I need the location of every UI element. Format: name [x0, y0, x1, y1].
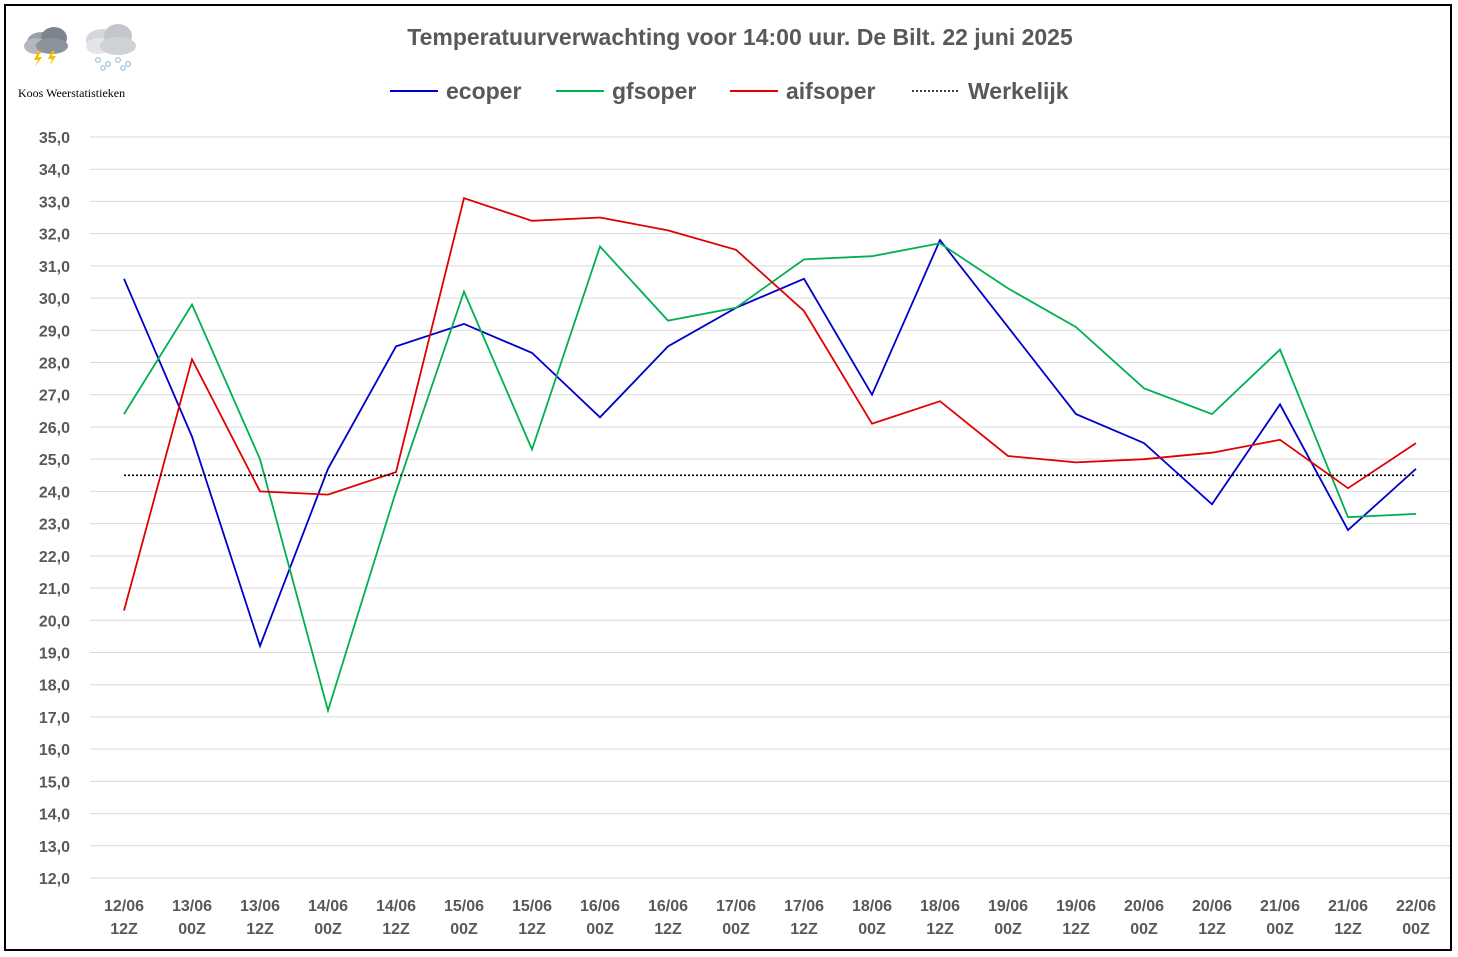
x-tick-run: 00Z	[450, 921, 478, 938]
legend: ecoper gfsoper aifsoper Werkelijk	[390, 78, 1069, 104]
x-tick-date: 12/06	[104, 898, 144, 915]
legend-label-werkelijk: Werkelijk	[968, 78, 1069, 104]
x-tick-run: 12Z	[1198, 921, 1226, 938]
x-tick-date: 13/06	[172, 898, 212, 915]
x-tick-run: 00Z	[1266, 921, 1294, 938]
gridlines	[90, 136, 1450, 879]
y-tick-label: 21,0	[39, 581, 70, 598]
x-tick-date: 16/06	[648, 898, 688, 915]
y-tick-label: 13,0	[39, 839, 70, 856]
x-tick-date: 18/06	[852, 898, 892, 915]
thunderstorm-cloud-icon	[24, 27, 68, 67]
x-tick-run: 00Z	[994, 921, 1022, 938]
logo-text: Koos Weerstatistieken	[18, 86, 126, 100]
logo: Koos Weerstatistieken	[18, 18, 158, 108]
x-tick-date: 20/06	[1192, 898, 1232, 915]
x-tick-run: 12Z	[382, 921, 410, 938]
x-tick-run: 00Z	[314, 921, 342, 938]
x-tick-run: 00Z	[858, 921, 886, 938]
y-tick-label: 35,0	[39, 130, 70, 147]
y-tick-label: 31,0	[39, 259, 70, 276]
y-tick-label: 19,0	[39, 645, 70, 662]
legend-label-gfsoper: gfsoper	[612, 78, 696, 104]
y-tick-label: 16,0	[39, 742, 70, 759]
chart-frame	[4, 4, 1452, 951]
y-tick-label: 32,0	[39, 227, 70, 244]
x-tick-date: 17/06	[716, 898, 756, 915]
x-tick-date: 18/06	[920, 898, 960, 915]
x-tick-run: 12Z	[1334, 921, 1362, 938]
y-axis-ticks: 12,0 13,0 14,0 15,0 16,0 17,0 18,0 19,0 20,0 21,0…	[39, 130, 70, 888]
y-tick-label: 17,0	[39, 710, 70, 727]
x-tick-date: 21/06	[1328, 898, 1368, 915]
x-tick-date: 17/06	[784, 898, 824, 915]
y-tick-label: 12,0	[39, 871, 70, 888]
x-tick-run: 12Z	[110, 921, 138, 938]
legend-label-aifsoper: aifsoper	[786, 78, 876, 104]
x-tick-run: 12Z	[246, 921, 274, 938]
x-tick-date: 15/06	[444, 898, 484, 915]
x-tick-date: 13/06	[240, 898, 280, 915]
x-tick-date: 19/06	[988, 898, 1028, 915]
x-tick-run: 12Z	[518, 921, 546, 938]
x-tick-run: 00Z	[1402, 921, 1430, 938]
y-tick-label: 26,0	[39, 420, 70, 437]
legend-label-ecoper: ecoper	[446, 78, 521, 104]
series-line-gfsoper	[123, 242, 1417, 714]
y-tick-label: 14,0	[39, 807, 70, 824]
x-tick-date: 20/06	[1124, 898, 1164, 915]
y-tick-label: 15,0	[39, 774, 70, 791]
y-tick-label: 29,0	[39, 323, 70, 340]
x-tick-date: 14/06	[376, 898, 416, 915]
x-tick-run: 00Z	[586, 921, 614, 938]
y-tick-label: 30,0	[39, 291, 70, 308]
x-tick-run: 00Z	[1130, 921, 1158, 938]
x-tick-run: 12Z	[1062, 921, 1090, 938]
series-lines	[123, 197, 1417, 714]
y-tick-label: 24,0	[39, 484, 70, 501]
x-tick-date: 19/06	[1056, 898, 1096, 915]
weather-icons	[24, 24, 136, 71]
x-tick-run: 12Z	[654, 921, 682, 938]
snow-cloud-icon	[86, 24, 136, 71]
y-tick-label: 23,0	[39, 517, 70, 534]
y-tick-label: 33,0	[39, 194, 70, 211]
x-tick-date: 21/06	[1260, 898, 1300, 915]
x-tick-date: 22/06	[1396, 898, 1436, 915]
x-tick-run: 00Z	[178, 921, 206, 938]
chart-title: Temperatuurverwachting voor 14:00 uur. D…	[407, 24, 1073, 50]
x-tick-date: 15/06	[512, 898, 552, 915]
y-tick-label: 34,0	[39, 162, 70, 179]
series-line-aifsoper	[123, 197, 1417, 611]
x-axis-ticks: 12/06 12Z 13/06 00Z 13/06 12Z 14/06 00Z 14/06 12Z…	[104, 898, 1436, 938]
x-tick-run: 12Z	[926, 921, 954, 938]
y-tick-label: 22,0	[39, 549, 70, 566]
y-tick-label: 25,0	[39, 452, 70, 469]
x-tick-date: 14/06	[308, 898, 348, 915]
x-tick-date: 16/06	[580, 898, 620, 915]
y-tick-label: 20,0	[39, 613, 70, 630]
y-tick-label: 27,0	[39, 388, 70, 405]
series-line-ecoper	[123, 238, 1417, 649]
x-tick-run: 00Z	[722, 921, 750, 938]
y-tick-label: 18,0	[39, 678, 70, 695]
y-tick-label: 28,0	[39, 356, 70, 373]
x-tick-run: 12Z	[790, 921, 818, 938]
